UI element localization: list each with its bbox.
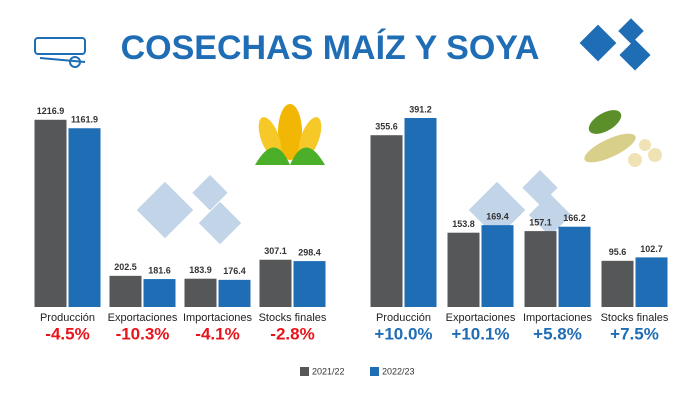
bar xyxy=(293,261,326,307)
value-label: 1216.9 xyxy=(37,106,65,116)
change-label: -4.5% xyxy=(45,324,89,343)
change-label: +7.5% xyxy=(610,324,659,343)
bar xyxy=(404,118,437,307)
change-label: -2.8% xyxy=(270,324,314,343)
legend-swatch xyxy=(300,367,309,376)
x-tick-label: Importaciones xyxy=(183,312,253,324)
logo xyxy=(579,18,651,71)
bar xyxy=(524,231,557,307)
x-tick-label: Importaciones xyxy=(523,312,593,324)
bar xyxy=(635,257,668,307)
bar xyxy=(259,259,292,307)
bar xyxy=(109,275,142,307)
value-label: 1161.9 xyxy=(71,115,98,125)
bar xyxy=(34,119,67,308)
value-label: 176.4 xyxy=(223,266,246,276)
corn-icon xyxy=(255,104,325,165)
bar xyxy=(68,128,101,307)
value-label: 169.4 xyxy=(486,212,509,222)
page-title: COSECHAS MAÍZ Y SOYA xyxy=(121,29,540,67)
soy-icon xyxy=(584,110,662,167)
value-label: 153.8 xyxy=(452,219,475,229)
bar xyxy=(143,279,176,307)
value-label: 102.7 xyxy=(640,244,663,254)
value-label: 166.2 xyxy=(563,213,586,223)
legend-label: 2022/23 xyxy=(382,366,415,376)
change-label: +10.0% xyxy=(374,324,432,343)
change-label: +10.1% xyxy=(451,324,509,343)
legend-label: 2021/22 xyxy=(312,366,345,376)
value-label: 298.4 xyxy=(298,247,321,257)
change-label: +5.8% xyxy=(533,324,582,343)
bar xyxy=(558,226,591,307)
bar xyxy=(601,260,634,307)
bar xyxy=(481,225,514,307)
value-label: 95.6 xyxy=(609,247,627,257)
value-label: 202.5 xyxy=(114,262,137,272)
bar xyxy=(370,135,403,307)
value-label: 183.9 xyxy=(189,265,212,275)
harvester-icon xyxy=(34,37,86,68)
x-tick-label: Producción xyxy=(376,312,431,324)
bar xyxy=(218,279,251,307)
bar xyxy=(184,278,217,307)
value-label: 307.1 xyxy=(264,246,287,256)
value-label: 355.6 xyxy=(375,122,398,132)
x-tick-label: Producción xyxy=(40,312,95,324)
x-tick-label: Exportaciones xyxy=(108,312,178,324)
value-label: 181.6 xyxy=(148,265,171,275)
x-tick-label: Exportaciones xyxy=(446,312,516,324)
change-label: -10.3% xyxy=(116,324,170,343)
x-tick-label: Stocks finales xyxy=(601,312,669,324)
legend-swatch xyxy=(370,367,379,376)
value-label: 391.2 xyxy=(409,104,432,114)
value-label: 157.1 xyxy=(529,217,552,227)
bar xyxy=(447,232,480,307)
x-tick-label: Stocks finales xyxy=(259,312,327,324)
change-label: -4.1% xyxy=(195,324,239,343)
